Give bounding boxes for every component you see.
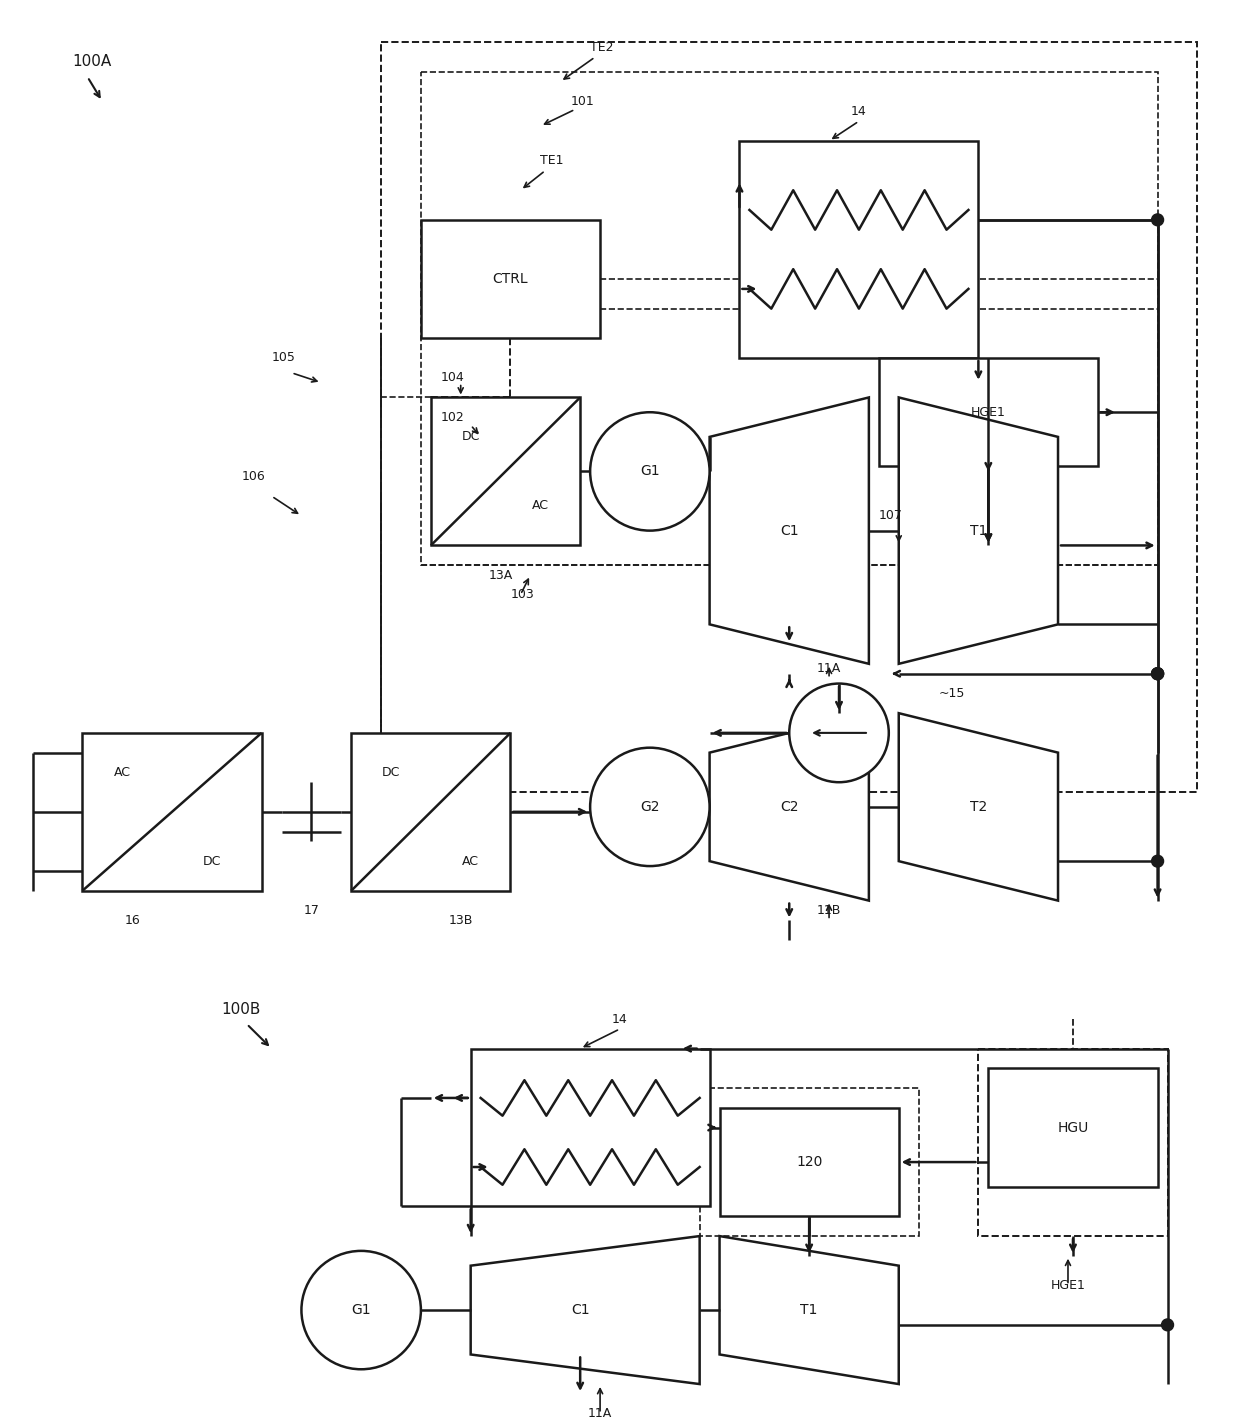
Circle shape [789, 684, 889, 782]
Text: 106: 106 [242, 470, 265, 483]
Bar [988, 1069, 1158, 1187]
Bar [879, 358, 1097, 466]
Text: 14: 14 [851, 105, 867, 118]
Text: TE2: TE2 [590, 41, 614, 54]
Bar [430, 398, 580, 546]
Text: CTRL: CTRL [492, 271, 528, 286]
Text: C2: C2 [780, 800, 799, 814]
Text: C1: C1 [780, 523, 799, 537]
Text: AC: AC [463, 854, 479, 868]
Text: G2: G2 [640, 800, 660, 814]
Text: TE1: TE1 [541, 153, 564, 168]
Text: 107: 107 [879, 509, 903, 523]
Polygon shape [899, 713, 1058, 901]
Text: 104: 104 [440, 371, 465, 384]
Circle shape [590, 747, 709, 865]
Text: 17: 17 [304, 904, 320, 917]
Text: T1: T1 [970, 523, 987, 537]
Bar [699, 1088, 919, 1236]
Bar [471, 1049, 709, 1206]
Text: 16: 16 [124, 914, 140, 926]
Text: 101: 101 [570, 95, 594, 108]
Text: C1: C1 [570, 1303, 589, 1317]
Circle shape [1152, 668, 1163, 679]
Text: 11A: 11A [817, 662, 841, 675]
Bar [739, 141, 978, 358]
Text: 103: 103 [511, 588, 534, 601]
Circle shape [301, 1250, 420, 1370]
Text: AC: AC [114, 766, 130, 779]
Bar [381, 43, 1198, 791]
Text: 11B: 11B [817, 904, 841, 917]
Polygon shape [471, 1236, 699, 1384]
Text: 13B: 13B [449, 914, 472, 926]
Text: G1: G1 [640, 465, 660, 479]
Bar [719, 1108, 899, 1216]
Text: 13A: 13A [489, 568, 512, 581]
Circle shape [1152, 668, 1163, 679]
Text: 120: 120 [796, 1155, 822, 1169]
Text: HGU: HGU [1058, 1121, 1089, 1134]
Text: G1: G1 [351, 1303, 371, 1317]
Text: 11A: 11A [588, 1407, 613, 1420]
Text: ~15: ~15 [939, 686, 965, 701]
Bar [82, 733, 262, 891]
Text: HGE1: HGE1 [1050, 1279, 1085, 1292]
Polygon shape [709, 713, 869, 901]
Bar [978, 1049, 1168, 1236]
Polygon shape [709, 398, 869, 664]
Circle shape [1152, 668, 1163, 679]
Text: 105: 105 [272, 351, 295, 364]
Text: DC: DC [382, 766, 401, 779]
Bar [351, 733, 511, 891]
Text: 100A: 100A [72, 54, 112, 70]
Text: 100B: 100B [222, 1002, 262, 1016]
Circle shape [1162, 1319, 1173, 1331]
Text: DC: DC [202, 854, 221, 868]
Polygon shape [719, 1236, 899, 1384]
Text: 102: 102 [440, 411, 465, 423]
Text: 14: 14 [613, 1013, 627, 1026]
Text: DC: DC [461, 431, 480, 443]
Text: T2: T2 [970, 800, 987, 814]
Circle shape [590, 412, 709, 530]
Bar [420, 72, 1158, 566]
Polygon shape [899, 398, 1058, 664]
Bar [420, 220, 600, 338]
Text: AC: AC [532, 499, 549, 513]
Text: HGE1: HGE1 [971, 406, 1006, 419]
Text: T1: T1 [801, 1303, 818, 1317]
Circle shape [1152, 215, 1163, 226]
Circle shape [1152, 855, 1163, 867]
